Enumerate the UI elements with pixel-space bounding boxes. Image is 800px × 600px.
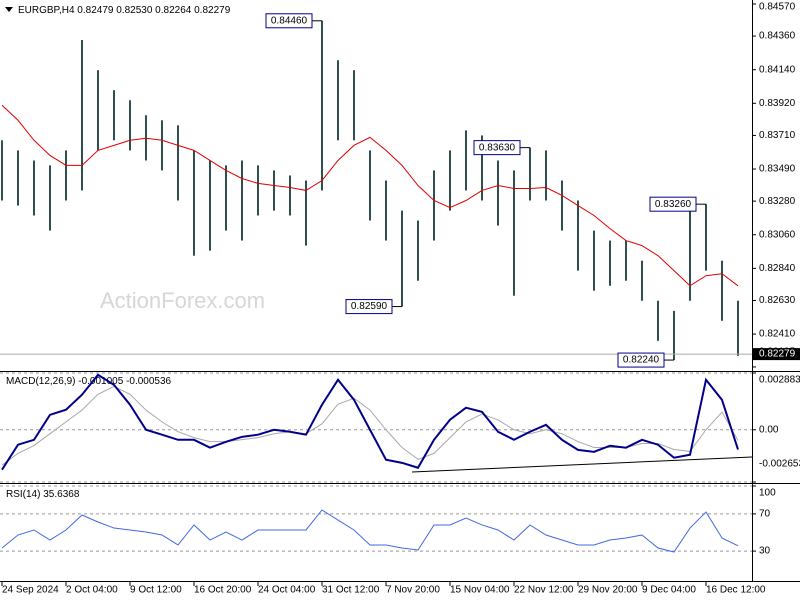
x-tick-label: 24 Oct 04:00 bbox=[258, 585, 316, 596]
y-tick-label: 0.83920 bbox=[759, 98, 796, 109]
y-tick-label: 0.83710 bbox=[759, 130, 796, 141]
macd-header: MACD(12,26,9) -0.001005 -0.000536 bbox=[6, 376, 172, 387]
y-tick-label: 0.84360 bbox=[759, 31, 796, 42]
annotation-label: 0.84460 bbox=[271, 15, 308, 26]
x-tick-label: 16 Oct 20:00 bbox=[194, 585, 252, 596]
watermark: ActionForex.com bbox=[100, 288, 265, 313]
signal-value: -0.000536 bbox=[126, 376, 171, 387]
current-price-box bbox=[753, 348, 800, 361]
x-tick-label: 31 Oct 12:00 bbox=[322, 585, 380, 596]
signal-line bbox=[1, 385, 739, 466]
x-tick-label: 16 Dec 12:00 bbox=[706, 585, 766, 596]
x-tick-label: 9 Oct 12:00 bbox=[130, 585, 182, 596]
x-tick-label: 29 Nov 20:00 bbox=[578, 585, 638, 596]
y-tick-label: 0.82840 bbox=[759, 263, 796, 274]
y-tick-label: 0.84570 bbox=[759, 2, 796, 13]
annotation-box bbox=[649, 196, 697, 212]
y-tick-label: 0.00 bbox=[759, 424, 779, 435]
y-tick-label: 30 bbox=[759, 546, 771, 557]
y-tick-label: 0.82630 bbox=[759, 295, 796, 306]
annotation-label: 0.82240 bbox=[623, 355, 660, 366]
low: 0.82264 bbox=[155, 5, 192, 16]
annotation-box bbox=[265, 13, 313, 29]
trend-line bbox=[411, 456, 753, 473]
x-tick-label: 22 Nov 12:00 bbox=[514, 585, 574, 596]
x-tick-label: 9 Dec 04:00 bbox=[642, 585, 696, 596]
rsi-value: 35.6368 bbox=[43, 489, 80, 500]
header-arrow bbox=[5, 7, 13, 12]
symbol: EURGBP,H4 bbox=[18, 5, 75, 16]
open: 0.82479 bbox=[77, 5, 114, 16]
annotation-box bbox=[473, 140, 521, 156]
y-tick-label: 0.83280 bbox=[759, 196, 796, 207]
y-tick-label: 100 bbox=[759, 488, 776, 499]
current-price-label: 0.82279 bbox=[759, 349, 796, 360]
x-tick-label: 24 Sep 2024 bbox=[2, 585, 59, 596]
annotation-label: 0.83630 bbox=[479, 142, 516, 153]
y-tick-label: 0.83490 bbox=[759, 164, 796, 175]
annotation-box bbox=[345, 299, 393, 315]
rsi-line bbox=[1, 509, 739, 553]
y-tick-label: 0.82410 bbox=[759, 329, 796, 340]
price-header: EURGBP,H4 0.82479 0.82530 0.82264 0.8227… bbox=[18, 5, 231, 16]
y-tick-label: 0.83060 bbox=[759, 229, 796, 240]
y-tick-label: 0.002883 bbox=[759, 375, 800, 386]
y-tick-label: -0.002653 bbox=[759, 459, 800, 470]
macd-line bbox=[1, 373, 739, 471]
macd-value: -0.001005 bbox=[78, 376, 123, 387]
high: 0.82530 bbox=[116, 5, 153, 16]
x-tick-label: 2 Oct 04:00 bbox=[66, 585, 118, 596]
y-tick-label: 0.84140 bbox=[759, 64, 796, 75]
moving-average bbox=[1, 104, 739, 287]
x-tick-label: 7 Nov 20:00 bbox=[386, 585, 440, 596]
annotation-box bbox=[617, 352, 665, 368]
rsi-title: RSI(14) bbox=[6, 489, 40, 500]
annotation-label: 0.82590 bbox=[351, 301, 388, 312]
annotation-label: 0.83260 bbox=[655, 199, 692, 210]
rsi-header: RSI(14) 35.6368 bbox=[6, 489, 80, 500]
close: 0.82279 bbox=[194, 5, 231, 16]
x-tick-label: 15 Nov 04:00 bbox=[450, 585, 510, 596]
y-tick-label: 70 bbox=[759, 509, 771, 520]
macd-title: MACD(12,26,9) bbox=[6, 376, 75, 387]
